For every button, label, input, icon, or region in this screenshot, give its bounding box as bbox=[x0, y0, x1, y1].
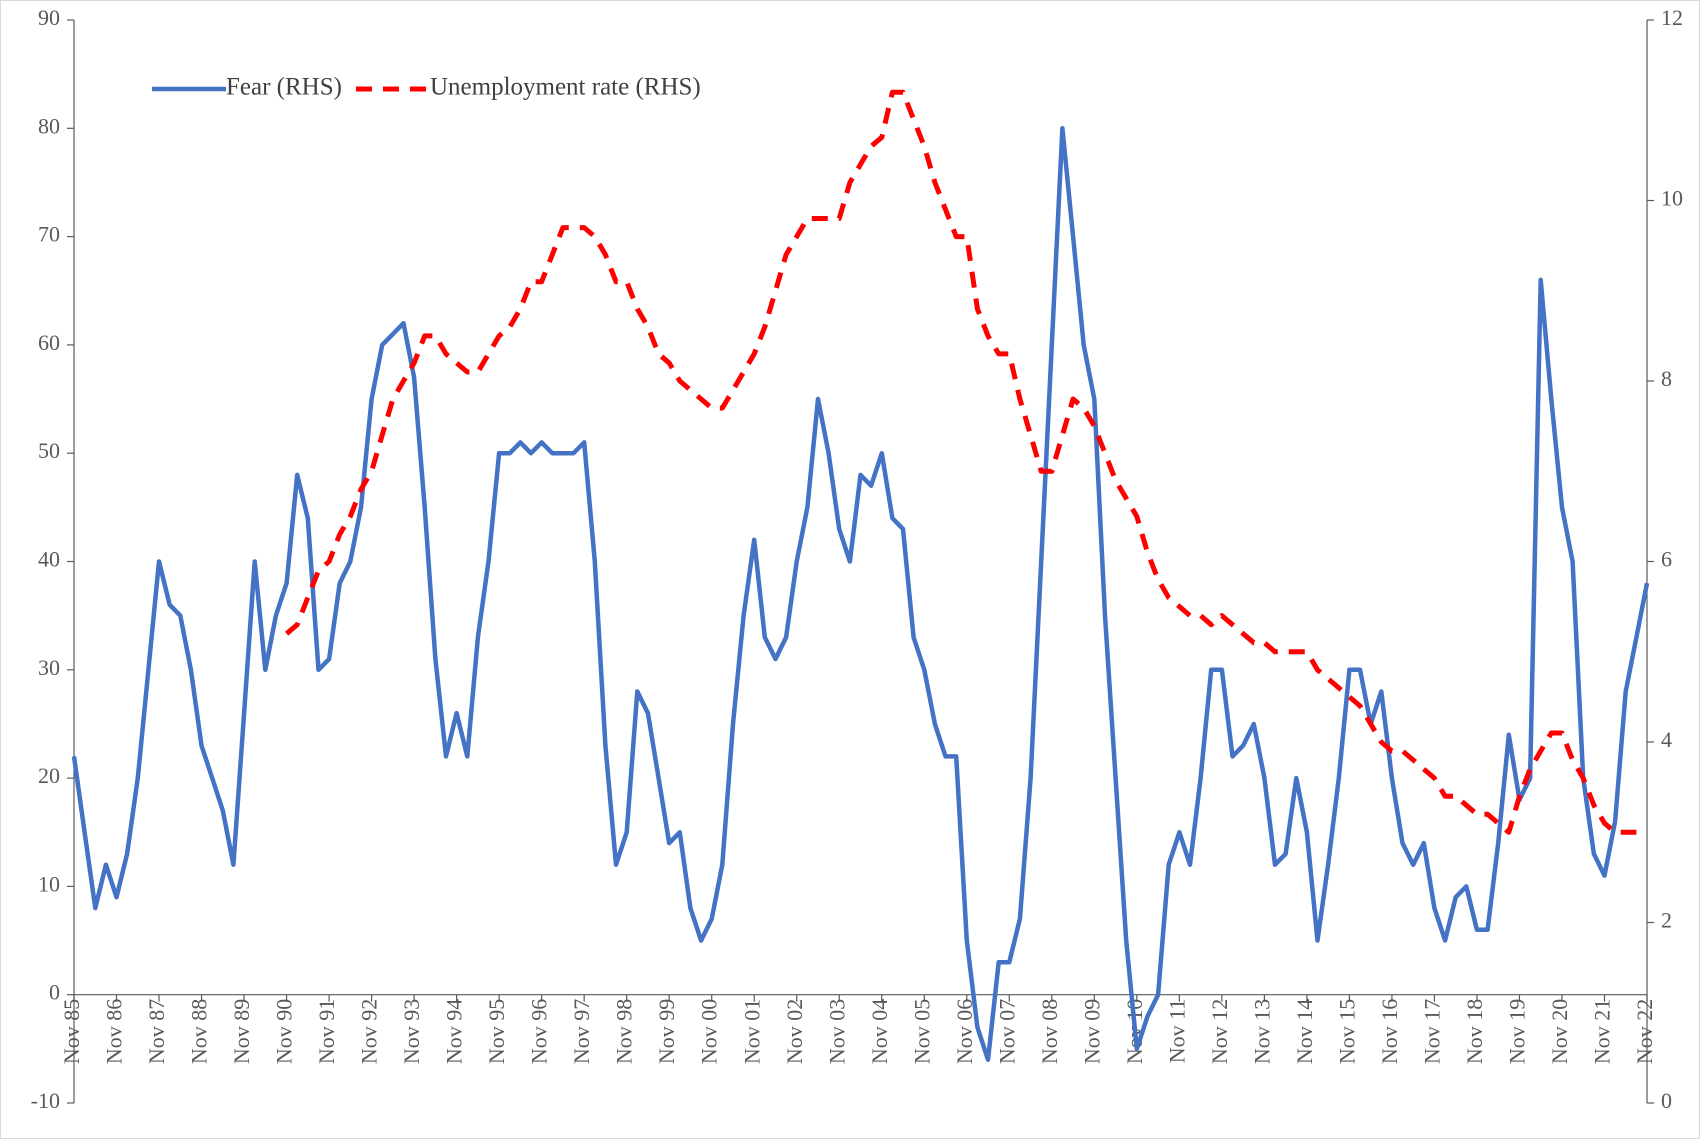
x-tick-label: Nov 07 bbox=[994, 999, 1019, 1064]
x-tick-label: Nov 03 bbox=[824, 999, 849, 1064]
x-tick-label: Nov 89 bbox=[229, 999, 254, 1064]
y-tick-label: 70 bbox=[38, 222, 60, 247]
x-tick-label: Nov 00 bbox=[697, 999, 722, 1064]
x-tick-label: Nov 90 bbox=[272, 999, 297, 1064]
y2-tick-label: 0 bbox=[1661, 1088, 1672, 1113]
y-tick-label: 0 bbox=[49, 980, 60, 1005]
x-tick-label: Nov 04 bbox=[867, 999, 892, 1064]
x-tick-label: Nov 96 bbox=[527, 999, 552, 1064]
y2-tick-label: 6 bbox=[1661, 547, 1672, 572]
x-tick-label: Nov 98 bbox=[612, 999, 637, 1064]
legend-label: Unemployment rate (RHS) bbox=[430, 74, 701, 101]
y-tick-label: 10 bbox=[38, 871, 60, 896]
y-tick-label: 50 bbox=[38, 438, 60, 463]
x-tick-label: Nov 95 bbox=[484, 999, 509, 1064]
x-tick-label: Nov 01 bbox=[739, 999, 764, 1064]
x-tick-label: Nov 06 bbox=[952, 999, 977, 1064]
y-tick-label: 30 bbox=[38, 655, 60, 680]
x-tick-label: Nov 85 bbox=[59, 999, 84, 1064]
y2-tick-label: 4 bbox=[1661, 727, 1672, 752]
x-tick-label: Nov 02 bbox=[782, 999, 807, 1064]
x-tick-label: Nov 14 bbox=[1292, 999, 1317, 1064]
x-tick-label: Nov 09 bbox=[1079, 999, 1104, 1064]
x-tick-label: Nov 91 bbox=[314, 999, 339, 1064]
x-tick-label: Nov 11 bbox=[1164, 999, 1189, 1064]
y-tick-label: -10 bbox=[31, 1088, 60, 1113]
y-tick-label: 20 bbox=[38, 763, 60, 788]
y2-tick-label: 10 bbox=[1661, 186, 1683, 211]
x-tick-label: Nov 05 bbox=[909, 999, 934, 1064]
x-tick-label: Nov 17 bbox=[1419, 999, 1444, 1064]
x-tick-label: Nov 97 bbox=[569, 999, 594, 1064]
x-tick-label: Nov 99 bbox=[654, 999, 679, 1064]
x-tick-label: Nov 92 bbox=[357, 999, 382, 1064]
y-tick-label: 80 bbox=[38, 113, 60, 138]
x-tick-label: Nov 08 bbox=[1037, 999, 1062, 1064]
x-tick-label: Nov 21 bbox=[1590, 999, 1615, 1064]
x-tick-label: Nov 16 bbox=[1377, 999, 1402, 1064]
legend-label: Fear (RHS) bbox=[226, 74, 342, 101]
y-tick-label: 40 bbox=[38, 547, 60, 572]
x-tick-label: Nov 22 bbox=[1632, 999, 1657, 1064]
x-tick-label: Nov 87 bbox=[144, 999, 169, 1064]
x-tick-label: Nov 20 bbox=[1547, 999, 1572, 1064]
series-line bbox=[71, 126, 1650, 1062]
y-tick-label: 60 bbox=[38, 330, 60, 355]
series-line bbox=[284, 89, 1637, 835]
x-tick-label: Nov 19 bbox=[1505, 999, 1530, 1064]
x-tick-label: Nov 12 bbox=[1207, 999, 1232, 1064]
y-tick-label: 90 bbox=[38, 5, 60, 30]
x-tick-label: Nov 93 bbox=[399, 999, 424, 1064]
x-tick-label: Nov 88 bbox=[187, 999, 212, 1064]
x-tick-label: Nov 15 bbox=[1334, 999, 1359, 1064]
x-tick-label: Nov 94 bbox=[442, 999, 467, 1064]
x-tick-label: Nov 13 bbox=[1249, 999, 1274, 1064]
y2-tick-label: 2 bbox=[1661, 908, 1672, 933]
y2-tick-label: 12 bbox=[1661, 5, 1683, 30]
x-tick-label: Nov 18 bbox=[1462, 999, 1487, 1064]
x-tick-label: Nov 86 bbox=[102, 999, 127, 1064]
y2-tick-label: 8 bbox=[1661, 366, 1672, 391]
